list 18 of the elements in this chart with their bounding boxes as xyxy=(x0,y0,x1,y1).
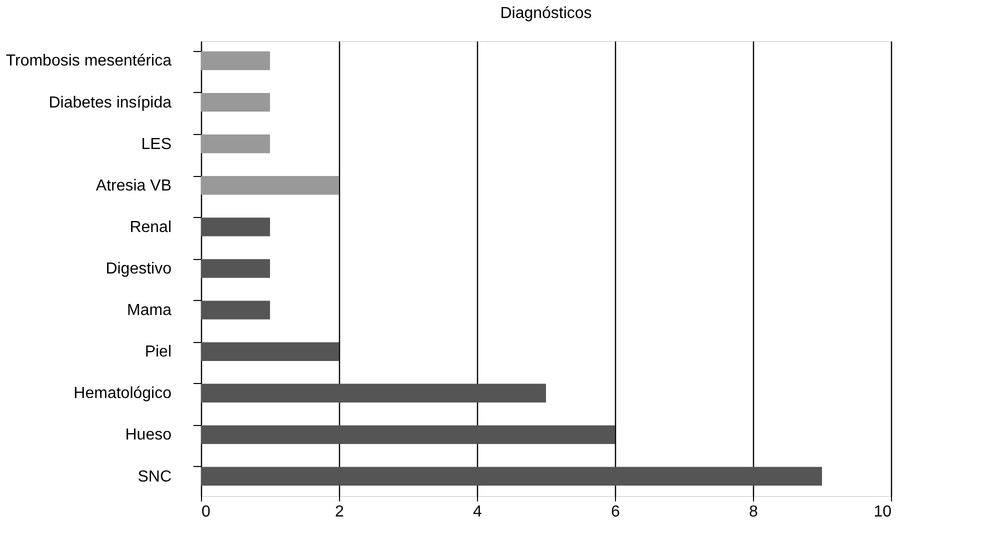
y-tick-label: Hueso xyxy=(125,426,172,444)
y-tick-label: Diabetes insípida xyxy=(48,94,172,112)
y-tick-label: Mama xyxy=(127,302,172,320)
y-tick-label: Hematológico xyxy=(74,385,172,402)
x-tick-label: 6 xyxy=(611,504,620,520)
x-tick-label: 10 xyxy=(874,504,892,520)
x-tick-label: 2 xyxy=(335,504,344,520)
y-tick-label: Atresia VB xyxy=(96,177,172,194)
y-tick-label: Trombosis mesentérica xyxy=(6,52,172,70)
y-tick-label: SNC xyxy=(138,468,172,486)
chart-title: Diagnósticos xyxy=(500,5,592,22)
y-tick-label: Digestivo xyxy=(106,260,172,278)
x-tick-label: 8 xyxy=(749,504,758,520)
y-tick-label: LES xyxy=(141,136,172,153)
y-tick-label: Piel xyxy=(144,344,172,361)
y-tick-label: Renal xyxy=(130,218,172,236)
x-tick-label: 0 xyxy=(202,504,210,520)
x-tick-label: 4 xyxy=(473,504,482,520)
